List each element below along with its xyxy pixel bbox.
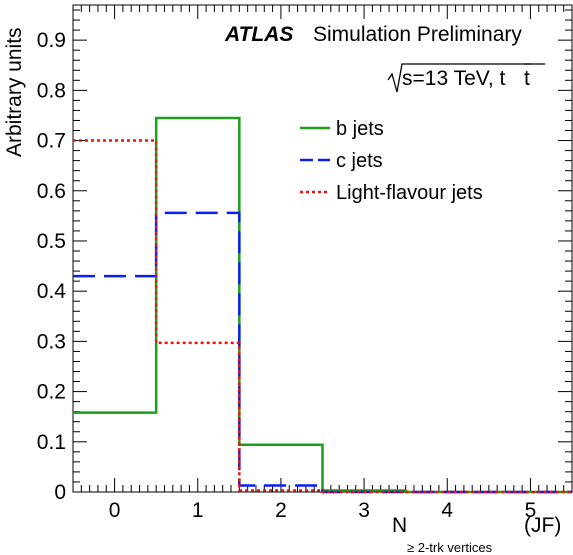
legend: b jets c jets Light-flavour jets [300,118,483,204]
x-tick-label: 0 [109,499,121,522]
y-tick-label: 0.9 [37,29,66,52]
histogram-series [73,116,572,494]
status-label: Simulation Preliminary [313,23,522,46]
y-tick-label: 0.8 [37,79,66,102]
legend-label: Light-flavour jets [336,182,483,204]
y-axis-title: Arbitrary units [3,27,26,157]
legend-label: c jets [336,150,383,172]
series-b-jets-line [73,116,572,494]
x-axis-title: N [392,514,407,537]
y-tick-label: 0.2 [37,381,66,404]
x-axis-subscript: ≥ 2-trk vertices [407,540,493,555]
series-light-flavour-jets-line [73,139,572,494]
y-tick-label: 0.4 [37,280,67,303]
y-tick-label: 0 [54,481,66,504]
x-axis-suffix: (JF) [524,514,561,537]
x-tick-label: 4 [441,499,453,522]
energy-label: s=13 TeV, t [402,67,506,90]
x-tick-label: 5 [525,499,537,522]
x-tick-label: 1 [192,499,204,522]
x-tick-label: 2 [275,499,287,522]
experiment-label: ATLAS [224,23,293,46]
legend-label: b jets [336,118,384,140]
y-tick-label: 0.6 [37,180,66,203]
x-tick-label: 3 [358,499,370,522]
axis-tick-labels: 0 0.1 0.2 0.3 0.4 0.5 0.6 0.7 0.8 0.9 0 1 2 3 4 5 [37,29,536,522]
y-tick-label: 0.3 [37,330,66,353]
energy-label-bar-t: t [524,67,530,90]
y-tick-label: 0.5 [37,230,66,253]
sqrt-sign [387,63,545,93]
y-tick-label: 0.1 [37,431,66,454]
y-tick-label: 0.7 [37,130,66,153]
